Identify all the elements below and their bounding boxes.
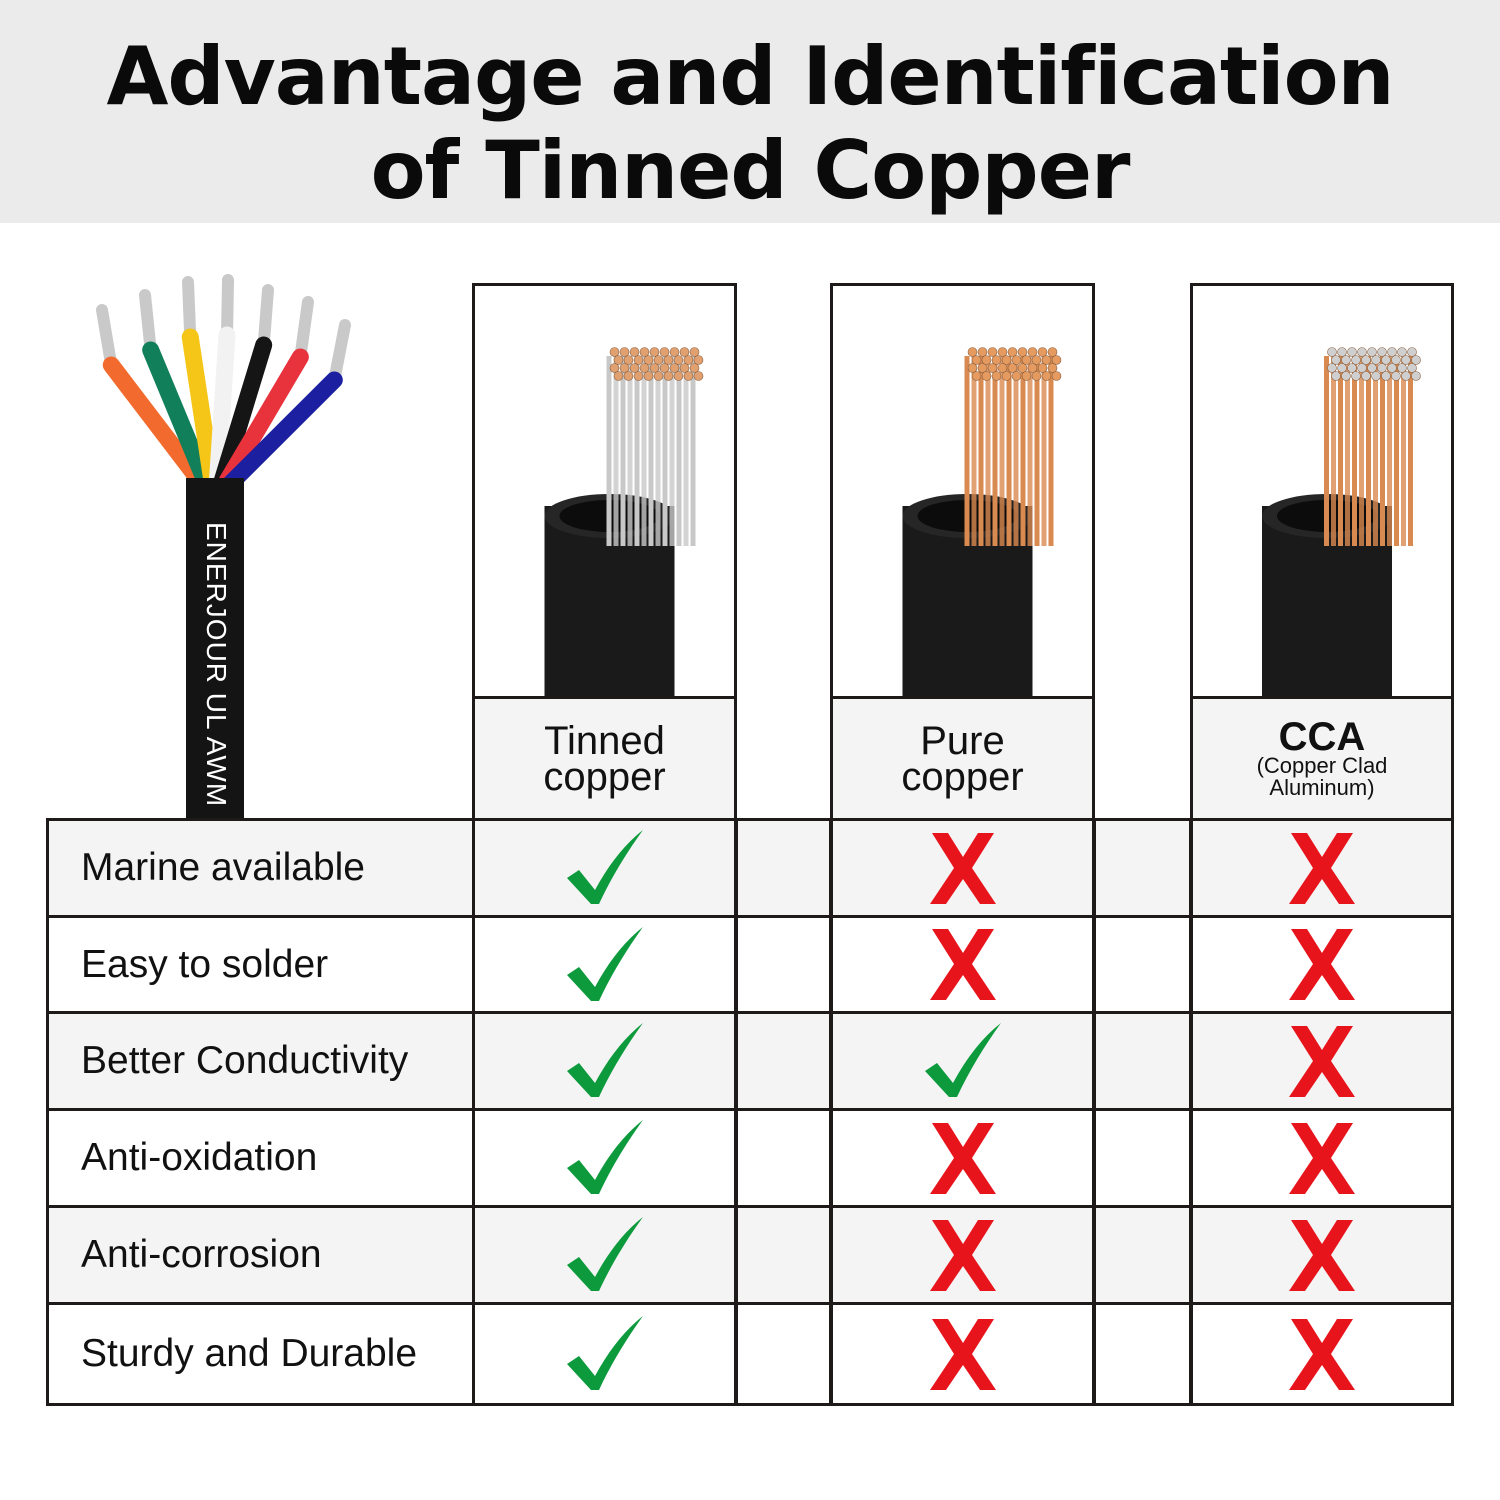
cross-icon xyxy=(1190,1205,1454,1305)
cross-icon xyxy=(1190,1011,1454,1111)
wire-image-box xyxy=(1190,283,1454,699)
wire-strand xyxy=(328,319,351,386)
row-label: Easy to solder xyxy=(46,915,475,1014)
wire-strand xyxy=(182,276,197,343)
wire-strand xyxy=(257,284,274,351)
cross-icon xyxy=(830,1302,1095,1406)
page-title: Advantage and Identification of Tinned Co… xyxy=(0,0,1500,218)
wire xyxy=(142,341,217,497)
wire-strand xyxy=(294,296,314,363)
wire-strand xyxy=(221,274,234,341)
cross-icon xyxy=(830,1108,1095,1208)
row-label: Sturdy and Durable xyxy=(46,1302,475,1406)
spacer-cell xyxy=(735,1011,832,1111)
spacer-cell xyxy=(735,818,832,918)
column-title: copper xyxy=(901,754,1024,799)
wire-cross-section-image xyxy=(544,347,704,696)
check-icon xyxy=(472,1108,737,1208)
wire xyxy=(208,326,236,497)
check-icon xyxy=(472,1011,737,1111)
wire-image-box xyxy=(472,283,737,699)
spacer-cell xyxy=(735,1302,832,1406)
row-label: Better Conductivity xyxy=(46,1011,475,1111)
spacer-cell xyxy=(735,1205,832,1305)
row-label-text: Marine available xyxy=(81,846,365,889)
cross-icon xyxy=(1190,1108,1454,1208)
row-label-text: Easy to solder xyxy=(81,942,329,986)
column-header: Pure copper xyxy=(830,696,1095,821)
cross-icon xyxy=(830,818,1095,918)
cross-icon xyxy=(1190,915,1454,1014)
row-label: Anti-corrosion xyxy=(46,1205,475,1305)
check-icon xyxy=(472,1302,737,1406)
spacer-cell xyxy=(735,1108,832,1208)
title-line-1: Advantage and Identification xyxy=(106,30,1394,123)
column-title: CCA xyxy=(1278,714,1366,759)
cross-icon xyxy=(830,1205,1095,1305)
check-icon xyxy=(830,1011,1095,1111)
cable-print: ENERJOUR UL AWM xyxy=(201,522,232,807)
row-label: Marine available xyxy=(46,818,475,918)
wire-image-box xyxy=(830,283,1095,699)
wire xyxy=(102,356,214,497)
cross-icon xyxy=(1190,818,1454,918)
spacer-cell xyxy=(1093,1108,1192,1208)
check-icon xyxy=(472,818,737,918)
wire-strand xyxy=(96,304,118,371)
multi-wire-cable-image: ENERJOUR UL AWM xyxy=(80,270,380,820)
row-label-text: Anti-oxidation xyxy=(81,1136,318,1179)
check-icon xyxy=(472,1205,737,1305)
cable-jacket xyxy=(186,478,244,820)
spacer-cell xyxy=(735,915,832,1014)
title-line-2: of Tinned Copper xyxy=(370,124,1131,217)
cross-icon xyxy=(830,915,1095,1014)
spacer-cell xyxy=(1093,1205,1192,1305)
column-header: Tinned copper xyxy=(472,696,737,821)
row-label: Anti-oxidation xyxy=(46,1108,475,1208)
column-subtitle: Aluminum) xyxy=(1269,774,1375,800)
spacer-cell xyxy=(1093,915,1192,1014)
wire xyxy=(217,371,343,497)
title-banner: Advantage and Identification of Tinned Co… xyxy=(0,0,1500,223)
row-label-text: Anti-corrosion xyxy=(81,1233,322,1276)
column-title: Pure xyxy=(920,718,1005,763)
wire xyxy=(181,328,222,497)
wire-strand xyxy=(139,289,157,356)
column-subtitle: (Copper Clad xyxy=(1256,752,1388,778)
column-title: copper xyxy=(543,754,666,799)
spacer-cell xyxy=(1093,1302,1192,1406)
spacer-cell xyxy=(1093,818,1192,918)
spacer-cell xyxy=(1093,1011,1192,1111)
row-label-text: Better Conductivity xyxy=(81,1039,409,1082)
row-label-text: Sturdy and Durable xyxy=(81,1332,418,1375)
cross-icon xyxy=(1190,1302,1454,1406)
column-title: Tinned xyxy=(544,718,665,763)
check-icon xyxy=(472,915,737,1014)
column-header: CCA (Copper Clad Aluminum) xyxy=(1190,696,1454,821)
wire-cross-section-image xyxy=(902,347,1062,696)
wire-cross-section-image xyxy=(1262,347,1421,696)
